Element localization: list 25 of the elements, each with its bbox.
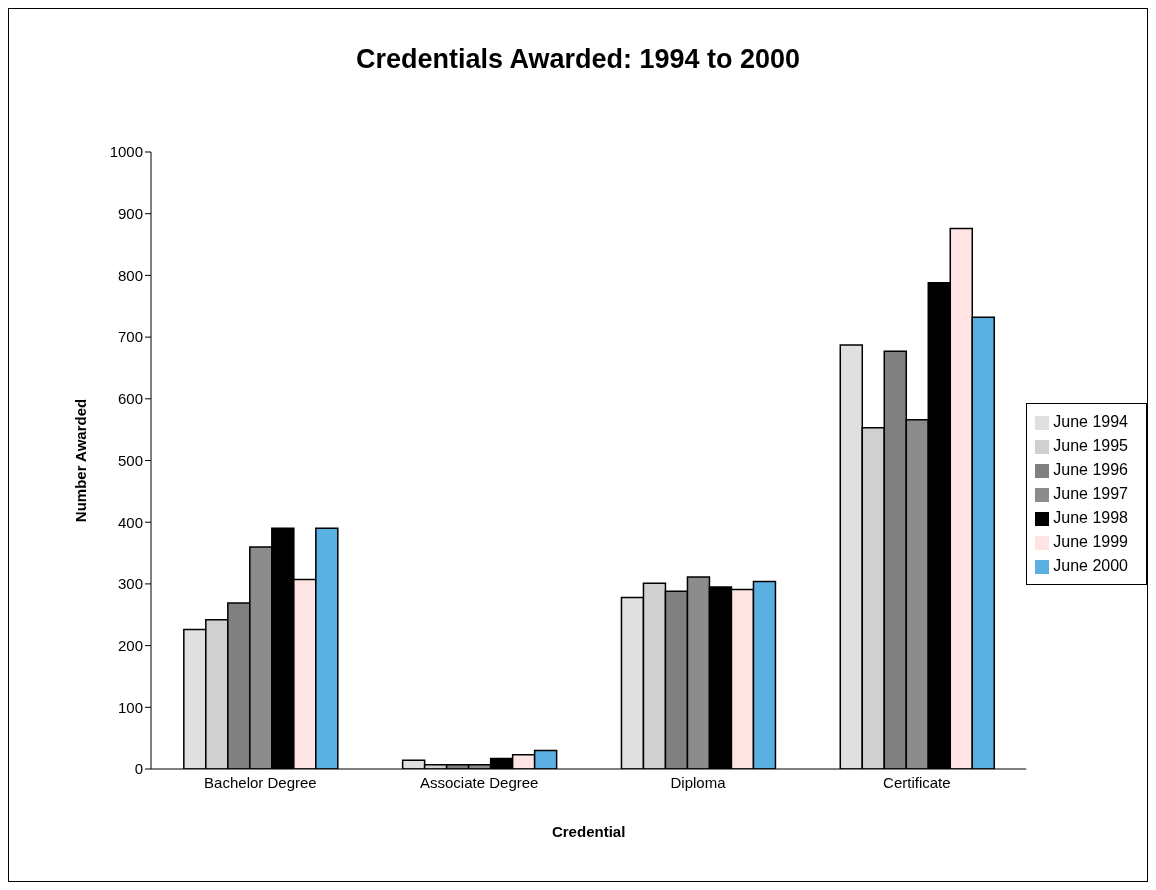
- y-axis-title: Number Awarded: [72, 398, 90, 523]
- chart-title: Credentials Awarded: 1994 to 2000: [355, 43, 801, 75]
- legend-label: June 1996: [1053, 461, 1128, 478]
- legend-label: June 1995: [1053, 437, 1128, 454]
- y-tick-label: 700: [117, 328, 143, 346]
- legend-label: June 1997: [1053, 485, 1128, 502]
- y-tick-label: 300: [117, 575, 143, 593]
- y-tick-label: 200: [117, 636, 143, 654]
- y-tick-label: 400: [117, 513, 143, 531]
- x-tick-label: Bachelor Degree: [204, 773, 317, 791]
- legend-label: June 2000: [1053, 557, 1128, 574]
- y-tick-label: 1000: [109, 143, 143, 161]
- legend-label: June 1994: [1053, 413, 1128, 430]
- y-tick-label: 0: [134, 760, 143, 778]
- x-tick-label: Certificate: [883, 773, 951, 791]
- y-tick-label: 800: [117, 266, 143, 284]
- y-tick-label: 100: [117, 698, 143, 716]
- y-tick-label: 600: [117, 390, 143, 408]
- y-tick-label: 500: [117, 451, 143, 469]
- y-tick-label: 900: [117, 205, 143, 223]
- legend-label: June 1998: [1053, 509, 1128, 526]
- x-axis-title: Credential: [551, 823, 626, 840]
- legend-label: June 1999: [1053, 533, 1128, 550]
- x-tick-label: Associate Degree: [420, 773, 539, 791]
- x-tick-label: Diploma: [670, 773, 727, 791]
